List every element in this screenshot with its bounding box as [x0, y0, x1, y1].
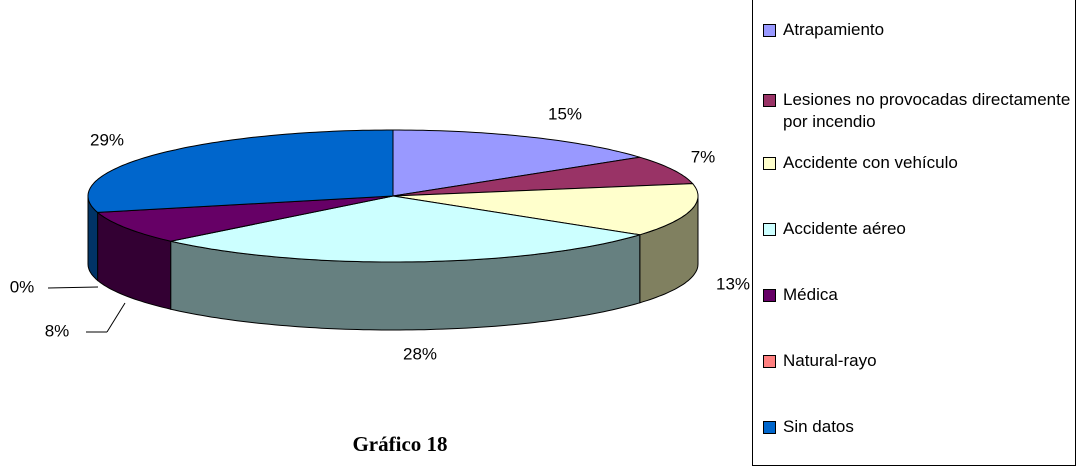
- legend-label: Atrapamiento: [783, 20, 885, 39]
- legend-label: Lesiones no provocadas directamente por …: [783, 90, 1071, 131]
- data-label: 29%: [90, 130, 124, 149]
- legend-item: Natural-rayo: [763, 350, 1078, 372]
- legend-label: Accidente con vehículo: [783, 153, 958, 172]
- legend-item: Accidente aéreo: [763, 218, 1078, 240]
- legend-swatch: [763, 289, 776, 302]
- data-label: 0%: [10, 277, 35, 296]
- legend-item: Sin datos: [763, 416, 1078, 438]
- pie-slice: [96, 195, 394, 242]
- pie-slice: [392, 183, 699, 236]
- leader-line: [106, 302, 126, 333]
- caption: Gráfico 18: [352, 432, 448, 456]
- data-label: 28%: [403, 344, 437, 363]
- legend-item: Accidente con vehículo: [763, 152, 1078, 174]
- legend-swatch: [763, 94, 776, 107]
- legend-swatch: [763, 157, 776, 170]
- legend-swatch: [763, 24, 776, 37]
- legend-label: Médica: [783, 285, 838, 304]
- data-label: 13%: [716, 274, 750, 293]
- legend-swatch: [763, 223, 776, 236]
- leader-line: [47, 286, 99, 289]
- chart: 15% 7% 13% 28% 8% 0% 29%: [10, 104, 750, 363]
- legend-label: Natural-rayo: [783, 351, 877, 370]
- legend-label: Accidente aéreo: [783, 219, 906, 238]
- pie-slice: [392, 129, 640, 197]
- legend-item: Médica: [763, 284, 1078, 306]
- pie-slice: [170, 195, 640, 263]
- legend-swatch: [763, 421, 776, 434]
- data-label: 8%: [45, 321, 70, 340]
- legend-item: Lesiones no provocadas directamente por …: [763, 89, 1078, 133]
- legend: Atrapamiento Lesiones no provocadas direc…: [752, 0, 1076, 466]
- pie-slice: [87, 129, 394, 213]
- legend-item: Atrapamiento: [763, 19, 1078, 41]
- legend-label: Sin datos: [783, 417, 854, 436]
- data-label: 15%: [548, 104, 582, 123]
- legend-swatch: [763, 355, 776, 368]
- data-label: 7%: [691, 147, 716, 166]
